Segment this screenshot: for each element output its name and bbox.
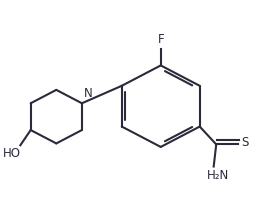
Text: S: S [241,136,249,149]
Text: F: F [157,33,164,46]
Text: HO: HO [2,147,20,160]
Text: H₂N: H₂N [207,169,229,182]
Text: N: N [83,87,92,100]
